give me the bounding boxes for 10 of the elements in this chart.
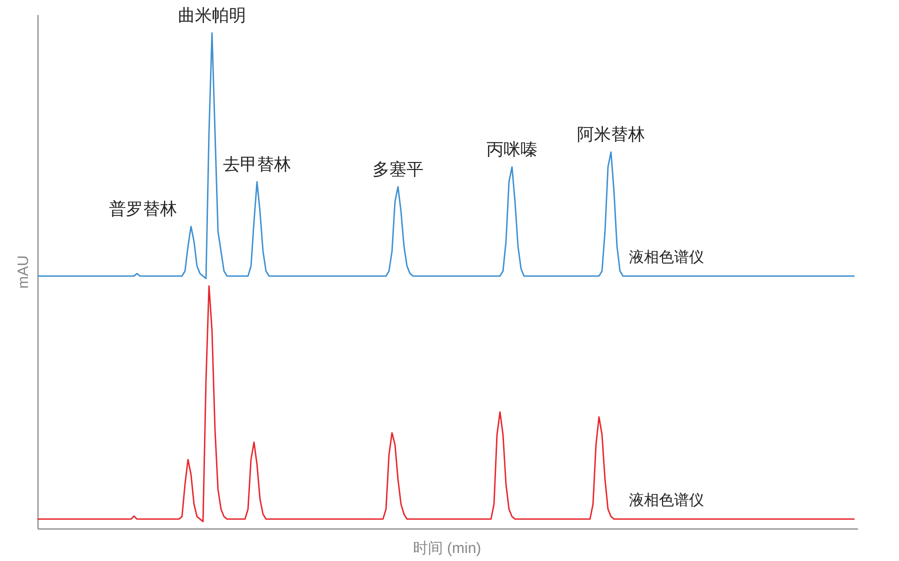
annotation: 丙咪嗪 (486, 140, 538, 159)
series-label: 液相色谱仪 (629, 492, 704, 510)
text: 曲米帕明 (178, 6, 246, 25)
x-axis-title: 时间 (min) (412, 540, 482, 557)
annotation: 普罗替林 (109, 199, 177, 218)
y-axis-title: mAU (15, 255, 32, 289)
annotation: 去甲替林 (223, 154, 291, 174)
series-label: 液相色谱仪 (629, 249, 704, 266)
annotation: 多塞平 (372, 160, 424, 179)
annotation: 阿米替林 (577, 125, 645, 144)
